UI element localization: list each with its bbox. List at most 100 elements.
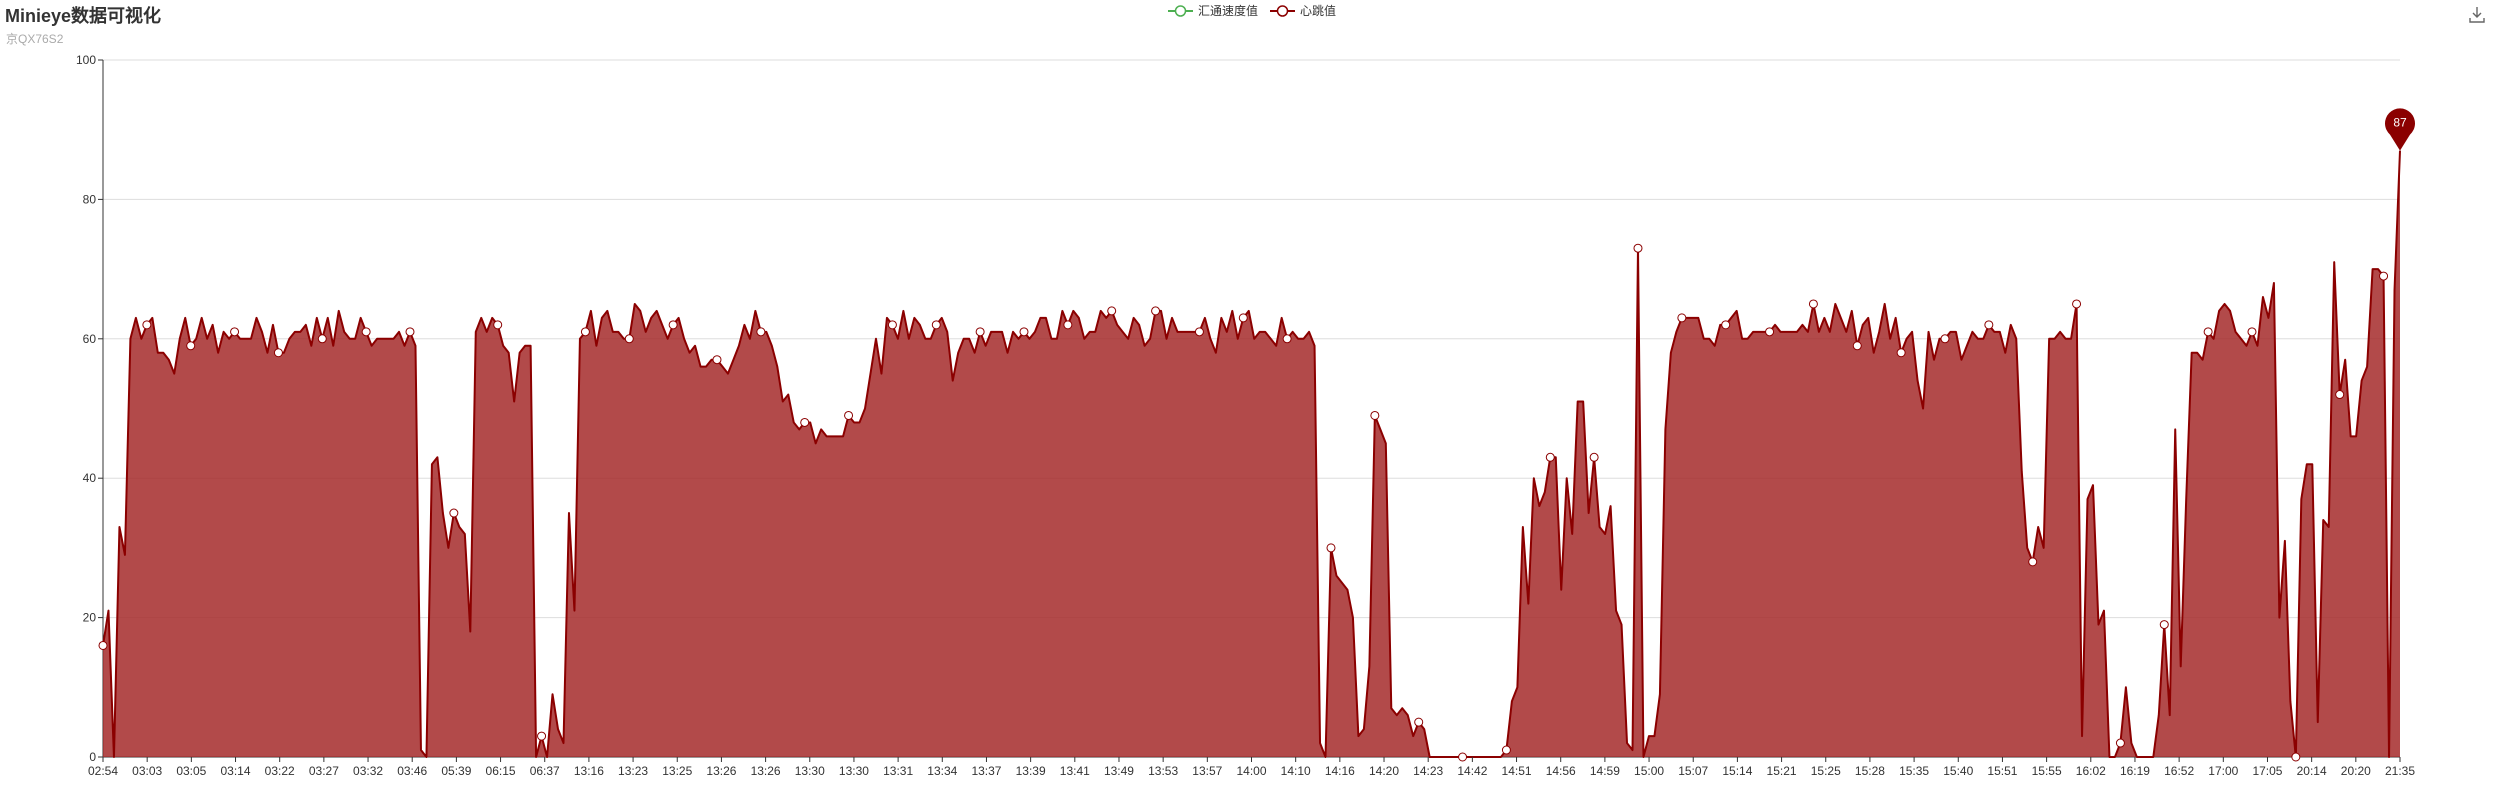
data-point <box>1414 717 1424 727</box>
data-point <box>975 327 985 337</box>
legend-label-speed: 汇通速度值 <box>1198 4 1259 18</box>
x-tick-label: 13:26 <box>706 764 736 778</box>
x-tick-label: 15:55 <box>2032 764 2062 778</box>
data-point <box>1545 452 1555 462</box>
data-point <box>1765 327 1775 337</box>
x-tick-label: 14:23 <box>1413 764 1443 778</box>
x-tick-label: 15:35 <box>1899 764 1929 778</box>
x-tick-label: 13:57 <box>1192 764 1222 778</box>
data-point <box>273 348 283 358</box>
x-tick-label: 13:26 <box>751 764 781 778</box>
data-point <box>1238 313 1248 323</box>
data-point <box>1721 320 1731 330</box>
data-point <box>2115 738 2125 748</box>
y-tick-label: 20 <box>83 611 97 625</box>
data-point <box>2291 752 2301 762</box>
data-point <box>1501 745 1511 755</box>
x-tick-label: 14:00 <box>1236 764 1266 778</box>
series-area-heartbeat <box>103 150 2400 758</box>
chart-title: Minieye数据可视化 <box>5 6 162 26</box>
y-tick-label: 40 <box>83 471 97 485</box>
x-tick-label: 14:10 <box>1281 764 1311 778</box>
x-tick-label: 13:30 <box>795 764 825 778</box>
legend: 汇通速度值 心跳值 <box>1168 2 1348 19</box>
x-tick-label: 20:20 <box>2341 764 2371 778</box>
x-tick-label: 14:51 <box>1502 764 1532 778</box>
x-tick-label: 13:41 <box>1060 764 1090 778</box>
data-point <box>230 327 240 337</box>
data-point <box>2072 299 2082 309</box>
x-tick-label: 20:14 <box>2297 764 2327 778</box>
series-line-heartbeat <box>102 150 2401 758</box>
x-tick-label: 16:52 <box>2164 764 2194 778</box>
legend-label-heartbeat: 心跳值 <box>1300 4 1337 18</box>
data-point <box>931 320 941 330</box>
data-point <box>2247 327 2257 337</box>
data-point <box>1808 299 1818 309</box>
data-point <box>2028 557 2038 567</box>
x-tick-label: 05:39 <box>441 764 471 778</box>
data-point <box>1940 334 1950 344</box>
x-tick-label: 13:37 <box>971 764 1001 778</box>
data-point <box>1063 320 1073 330</box>
x-tick-label: 13:39 <box>1016 764 1046 778</box>
max-mark-pin <box>2385 108 2415 151</box>
x-tick-label: 15:28 <box>1855 764 1885 778</box>
x-tick-label: 17:05 <box>2252 764 2282 778</box>
x-tick-label: 03:05 <box>176 764 206 778</box>
data-point <box>493 320 503 330</box>
data-point <box>317 334 327 344</box>
x-tick-label: 15:14 <box>1722 764 1752 778</box>
data-point <box>186 341 196 351</box>
data-point <box>1019 327 1029 337</box>
x-tick-label: 13:49 <box>1104 764 1134 778</box>
data-point <box>537 731 547 741</box>
data-point <box>1984 320 1994 330</box>
y-tick-label: 60 <box>83 332 97 346</box>
data-point <box>1282 334 1292 344</box>
data-point <box>1896 348 1906 358</box>
y-tick-label: 80 <box>83 192 97 206</box>
x-tick-label: 14:42 <box>1457 764 1487 778</box>
x-tick-label: 15:51 <box>1987 764 2017 778</box>
data-point <box>2203 327 2213 337</box>
data-point <box>1151 306 1161 316</box>
x-tick-label: 03:27 <box>309 764 339 778</box>
data-point <box>712 355 722 365</box>
data-point <box>1677 313 1687 323</box>
x-tick-label: 15:00 <box>1634 764 1664 778</box>
x-tick-label: 03:14 <box>221 764 251 778</box>
data-point <box>1326 543 1336 553</box>
x-tick-label: 15:07 <box>1678 764 1708 778</box>
data-point <box>1589 452 1599 462</box>
x-tick-label: 21:35 <box>2385 764 2415 778</box>
x-tick-label: 13:16 <box>574 764 604 778</box>
x-tick-label: 13:30 <box>839 764 869 778</box>
data-point <box>1107 306 1117 316</box>
data-point <box>624 334 634 344</box>
data-point <box>1633 243 1643 253</box>
legend-item-speed[interactable]: 汇通速度值 <box>1168 2 1258 19</box>
x-tick-label: 14:20 <box>1369 764 1399 778</box>
y-tick-label: 100 <box>76 53 96 67</box>
data-point <box>1194 327 1204 337</box>
download-button[interactable] <box>2468 6 2486 29</box>
data-point <box>844 410 854 420</box>
x-tick-label: 13:53 <box>1148 764 1178 778</box>
legend-item-heartbeat[interactable]: 心跳值 <box>1270 2 1336 19</box>
data-point <box>405 327 415 337</box>
max-mark-label: 87 <box>2393 116 2407 130</box>
x-tick-label: 14:56 <box>1546 764 1576 778</box>
x-tick-label: 03:46 <box>397 764 427 778</box>
x-tick-label: 03:03 <box>132 764 162 778</box>
data-point <box>1370 410 1380 420</box>
x-tick-label: 14:59 <box>1590 764 1620 778</box>
data-point <box>2379 271 2389 281</box>
data-point <box>580 327 590 337</box>
x-tick-label: 03:22 <box>265 764 295 778</box>
x-tick-label: 15:40 <box>1943 764 1973 778</box>
data-point <box>2335 390 2345 400</box>
x-tick-label: 02:54 <box>88 764 118 778</box>
x-tick-label: 03:32 <box>353 764 383 778</box>
